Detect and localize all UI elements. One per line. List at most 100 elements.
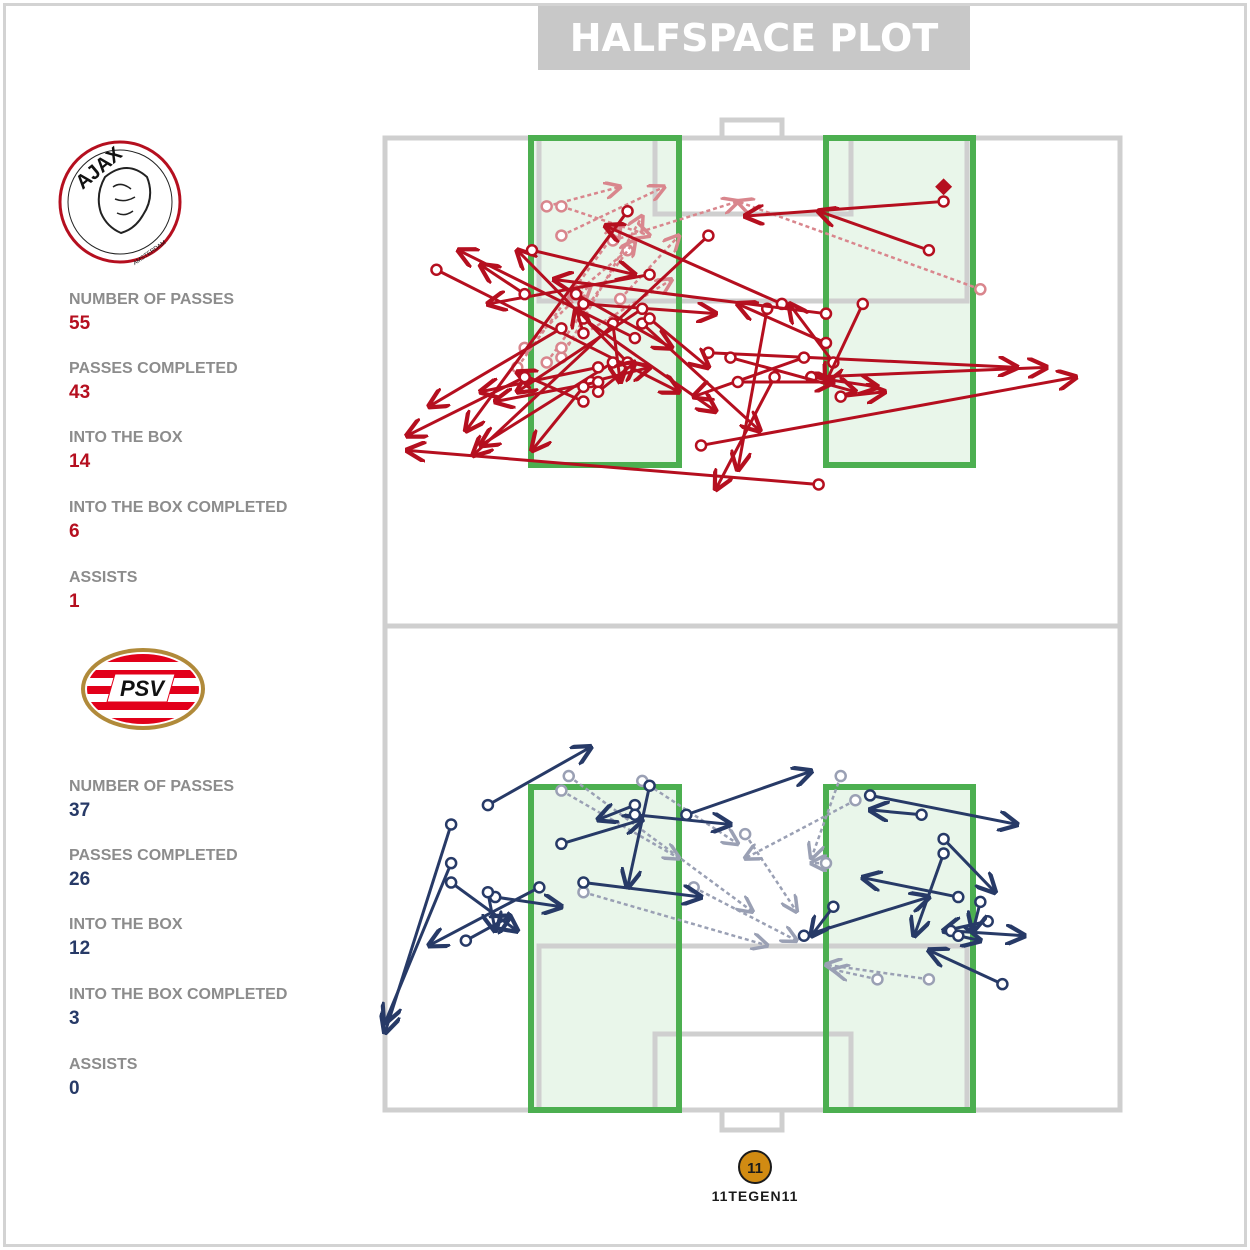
completed-pass-ajax (606, 226, 783, 306)
assist-marker (935, 178, 953, 196)
ajax-stat-completed: PASSES COMPLETED 43 (69, 360, 329, 404)
stat-value: 37 (69, 800, 91, 821)
completed-pass-psv (634, 815, 731, 825)
pass-origin-marker (555, 837, 568, 851)
pass-origin-marker (702, 346, 715, 359)
pass-origin-marker (577, 395, 590, 408)
pass-origin-marker (525, 243, 539, 257)
incomplete-pass-ajax (738, 201, 981, 291)
pass-origin-marker (863, 789, 877, 802)
incomplete-pass-psv (811, 775, 842, 858)
pass-origin-marker (952, 890, 965, 904)
completed-pass-psv (869, 793, 1017, 824)
completed-pass-ajax (738, 308, 769, 470)
pass-origin-marker (533, 881, 546, 894)
goal-bottom (719, 1107, 785, 1133)
stat-value: 26 (69, 869, 91, 890)
completed-pass-ajax (583, 304, 715, 314)
completed-pass-ajax (738, 304, 827, 345)
pass-origin-marker (444, 818, 458, 831)
stat-label: INTO THE BOX COMPLETED (69, 986, 288, 1003)
pass-origin-marker (871, 973, 884, 986)
incomplete-pass-ajax (612, 201, 738, 242)
completed-pass-ajax (531, 248, 635, 274)
pass-origin-marker (937, 832, 950, 846)
pass-origin-marker (937, 195, 950, 208)
completed-pass-ajax (840, 392, 885, 397)
ajax-logo: AJAX AMSTERDAM (55, 137, 185, 267)
pass-origin-marker (555, 341, 568, 355)
pass-origin-marker (444, 856, 458, 870)
pass-origin-marker (981, 914, 994, 928)
completed-pass-psv (863, 878, 959, 899)
stat-label: ASSISTS (69, 1056, 138, 1073)
pass-origin-marker (628, 808, 642, 822)
pass-origin-marker (591, 375, 605, 389)
pass-origin-marker (856, 297, 869, 311)
completed-pass-ajax (532, 385, 585, 450)
pass-origin-marker (555, 784, 568, 797)
pass-origin-marker (577, 876, 590, 889)
completed-pass-psv (385, 823, 453, 1032)
completed-pass-psv (560, 820, 642, 846)
pass-origin-marker (621, 204, 634, 218)
incomplete-pass-ajax (546, 187, 621, 208)
stat-label: PASSES COMPLETED (69, 360, 238, 377)
stat-label: INTO THE BOX (69, 916, 183, 933)
ajax-stat-passes: NUMBER OF PASSES 55 (69, 291, 329, 335)
pass-origin-marker (591, 385, 605, 399)
pass-origin-marker (738, 827, 752, 841)
stat-value: 0 (69, 1078, 80, 1099)
pass-origin-marker (724, 351, 737, 364)
pass-origin-marker (849, 793, 862, 807)
pass-origin-marker (694, 439, 708, 452)
completed-pass-psv (942, 837, 995, 892)
halfspace-border (823, 135, 976, 468)
psv-stat-assists: ASSISTS 0 (69, 1056, 329, 1100)
stat-label: NUMBER OF PASSES (69, 778, 235, 795)
pass-origin-marker (518, 370, 531, 384)
incomplete-pass-psv (744, 833, 796, 911)
pass-origin-marker (827, 900, 840, 913)
pass-origin-marker (613, 292, 627, 306)
completed-pass-ajax (819, 211, 930, 252)
psv-stat-completed: PASSES COMPLETED 26 (69, 847, 329, 891)
stat-value: 12 (69, 938, 91, 959)
completed-pass-ajax (473, 234, 710, 456)
stat-value: 14 (69, 451, 91, 472)
pass-origin-marker (555, 229, 568, 242)
psv-logo-text: PSV (120, 676, 166, 701)
incomplete-pass-psv (583, 890, 767, 945)
goal-top (719, 117, 785, 141)
completed-pass-ajax (826, 303, 865, 382)
completed-pass-ajax (789, 304, 835, 364)
pass-origin-marker (430, 263, 443, 277)
brand-logo: 11 11TEGEN11 (700, 1150, 810, 1204)
pass-origin-marker (731, 375, 745, 389)
brand-text: 11TEGEN11 (711, 1188, 799, 1204)
halfspace-border (528, 784, 682, 1113)
completed-pass-psv (487, 747, 591, 807)
completed-pass-ajax (648, 317, 709, 368)
pass-origin-marker (922, 243, 936, 257)
pass-origin-marker (812, 478, 825, 491)
pass-origin-marker (937, 847, 950, 860)
pass-origin-marker (819, 336, 833, 350)
stat-value: 43 (69, 382, 91, 403)
pass-origin-marker (974, 283, 987, 296)
completed-pass-psv (598, 805, 636, 820)
pass-origin-marker (687, 881, 700, 894)
stat-label: ASSISTS (69, 569, 138, 586)
completed-pass-psv (685, 771, 811, 817)
psv-stat-into-box-completed: INTO THE BOX COMPLETED 3 (69, 986, 329, 1030)
completed-pass-ajax (582, 317, 715, 412)
ajax-stat-assists: ASSISTS 1 (69, 569, 329, 613)
pass-origin-marker (481, 885, 495, 899)
pass-origin-marker (555, 200, 568, 213)
completed-pass-ajax (745, 199, 944, 216)
six-yard-box-top (652, 135, 854, 217)
ajax-stat-into-box-completed: INTO THE BOX COMPLETED 6 (69, 499, 329, 543)
pass-origin-marker (922, 973, 936, 986)
stat-value: 6 (69, 521, 80, 542)
